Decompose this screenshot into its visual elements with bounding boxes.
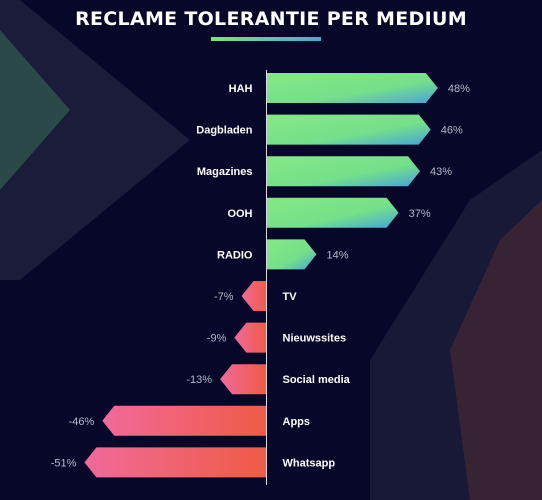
bar-tv: [241, 281, 267, 311]
value-label-magazines: 43%: [430, 166, 452, 178]
bar-apps: [102, 405, 267, 436]
bar-radio: [266, 239, 317, 270]
category-label-whatsapp: Whatsapp: [283, 457, 336, 469]
value-label-apps: -46%: [69, 416, 95, 428]
value-label-dagbladen: 46%: [441, 125, 463, 137]
bar-nieuwssites: [234, 322, 267, 353]
category-label-radio: RADIO: [217, 249, 253, 261]
bar-hah: [266, 73, 438, 103]
category-label-nieuwssites: Nieuwssites: [283, 333, 347, 345]
category-label-ooh: OOH: [227, 208, 252, 220]
title-underline: [211, 37, 321, 41]
bar-ooh: [266, 197, 399, 228]
value-label-tv: -7%: [214, 291, 234, 303]
value-label-ooh: 37%: [409, 208, 431, 220]
category-label-magazines: Magazines: [197, 166, 253, 178]
bar-whatsapp: [84, 447, 267, 478]
category-label-social-media: Social media: [283, 374, 351, 386]
value-label-radio: 14%: [326, 249, 348, 261]
bar-social-media: [220, 364, 267, 395]
value-label-social-media: -13%: [186, 374, 212, 386]
bar-magazines: [266, 156, 421, 187]
chart-title: RECLAME TOLERANTIE PER MEDIUM: [75, 8, 467, 30]
bar-dagbladen: [266, 114, 431, 145]
category-label-hah: HAH: [229, 83, 253, 95]
value-label-hah: 48%: [448, 83, 470, 95]
category-label-apps: Apps: [283, 416, 311, 428]
value-label-nieuwssites: -9%: [207, 333, 227, 345]
value-label-whatsapp: -51%: [51, 457, 77, 469]
category-label-dagbladen: Dagbladen: [196, 125, 253, 137]
category-label-tv: TV: [283, 291, 298, 303]
